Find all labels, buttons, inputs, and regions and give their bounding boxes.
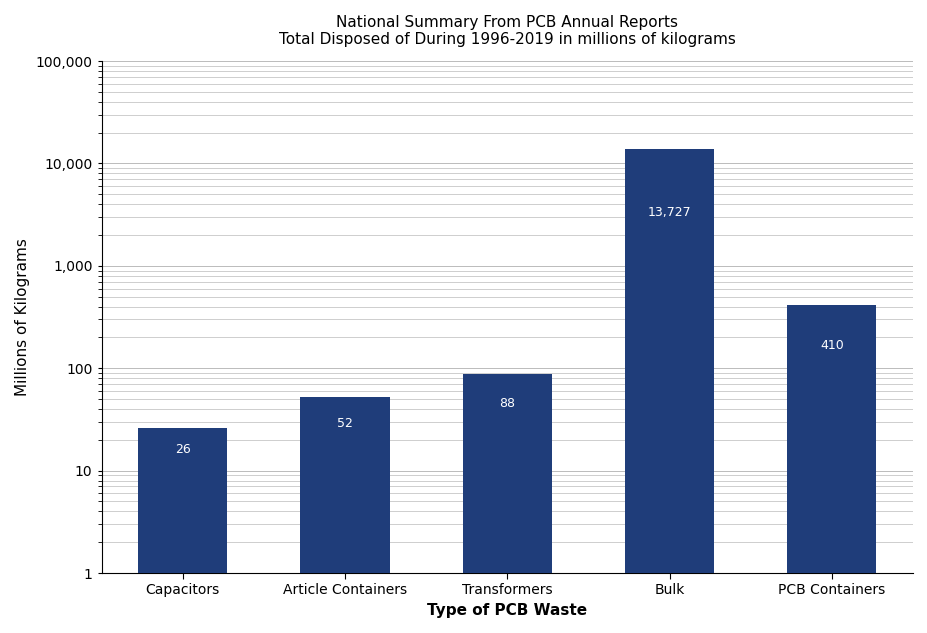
Bar — [463, 374, 552, 633]
Bar — [624, 149, 714, 633]
Text: 410: 410 — [819, 339, 843, 352]
Text: 52: 52 — [337, 417, 352, 430]
Bar — [300, 398, 389, 633]
Text: 88: 88 — [499, 398, 514, 410]
Text: 13,727: 13,727 — [647, 206, 691, 220]
Text: 26: 26 — [174, 443, 190, 456]
X-axis label: Type of PCB Waste: Type of PCB Waste — [426, 603, 587, 618]
Title: National Summary From PCB Annual Reports
Total Disposed of During 1996-2019 in m: National Summary From PCB Annual Reports… — [278, 15, 735, 47]
Bar — [138, 428, 227, 633]
Y-axis label: Millions of Kilograms: Millions of Kilograms — [15, 238, 30, 396]
Bar — [786, 306, 875, 633]
